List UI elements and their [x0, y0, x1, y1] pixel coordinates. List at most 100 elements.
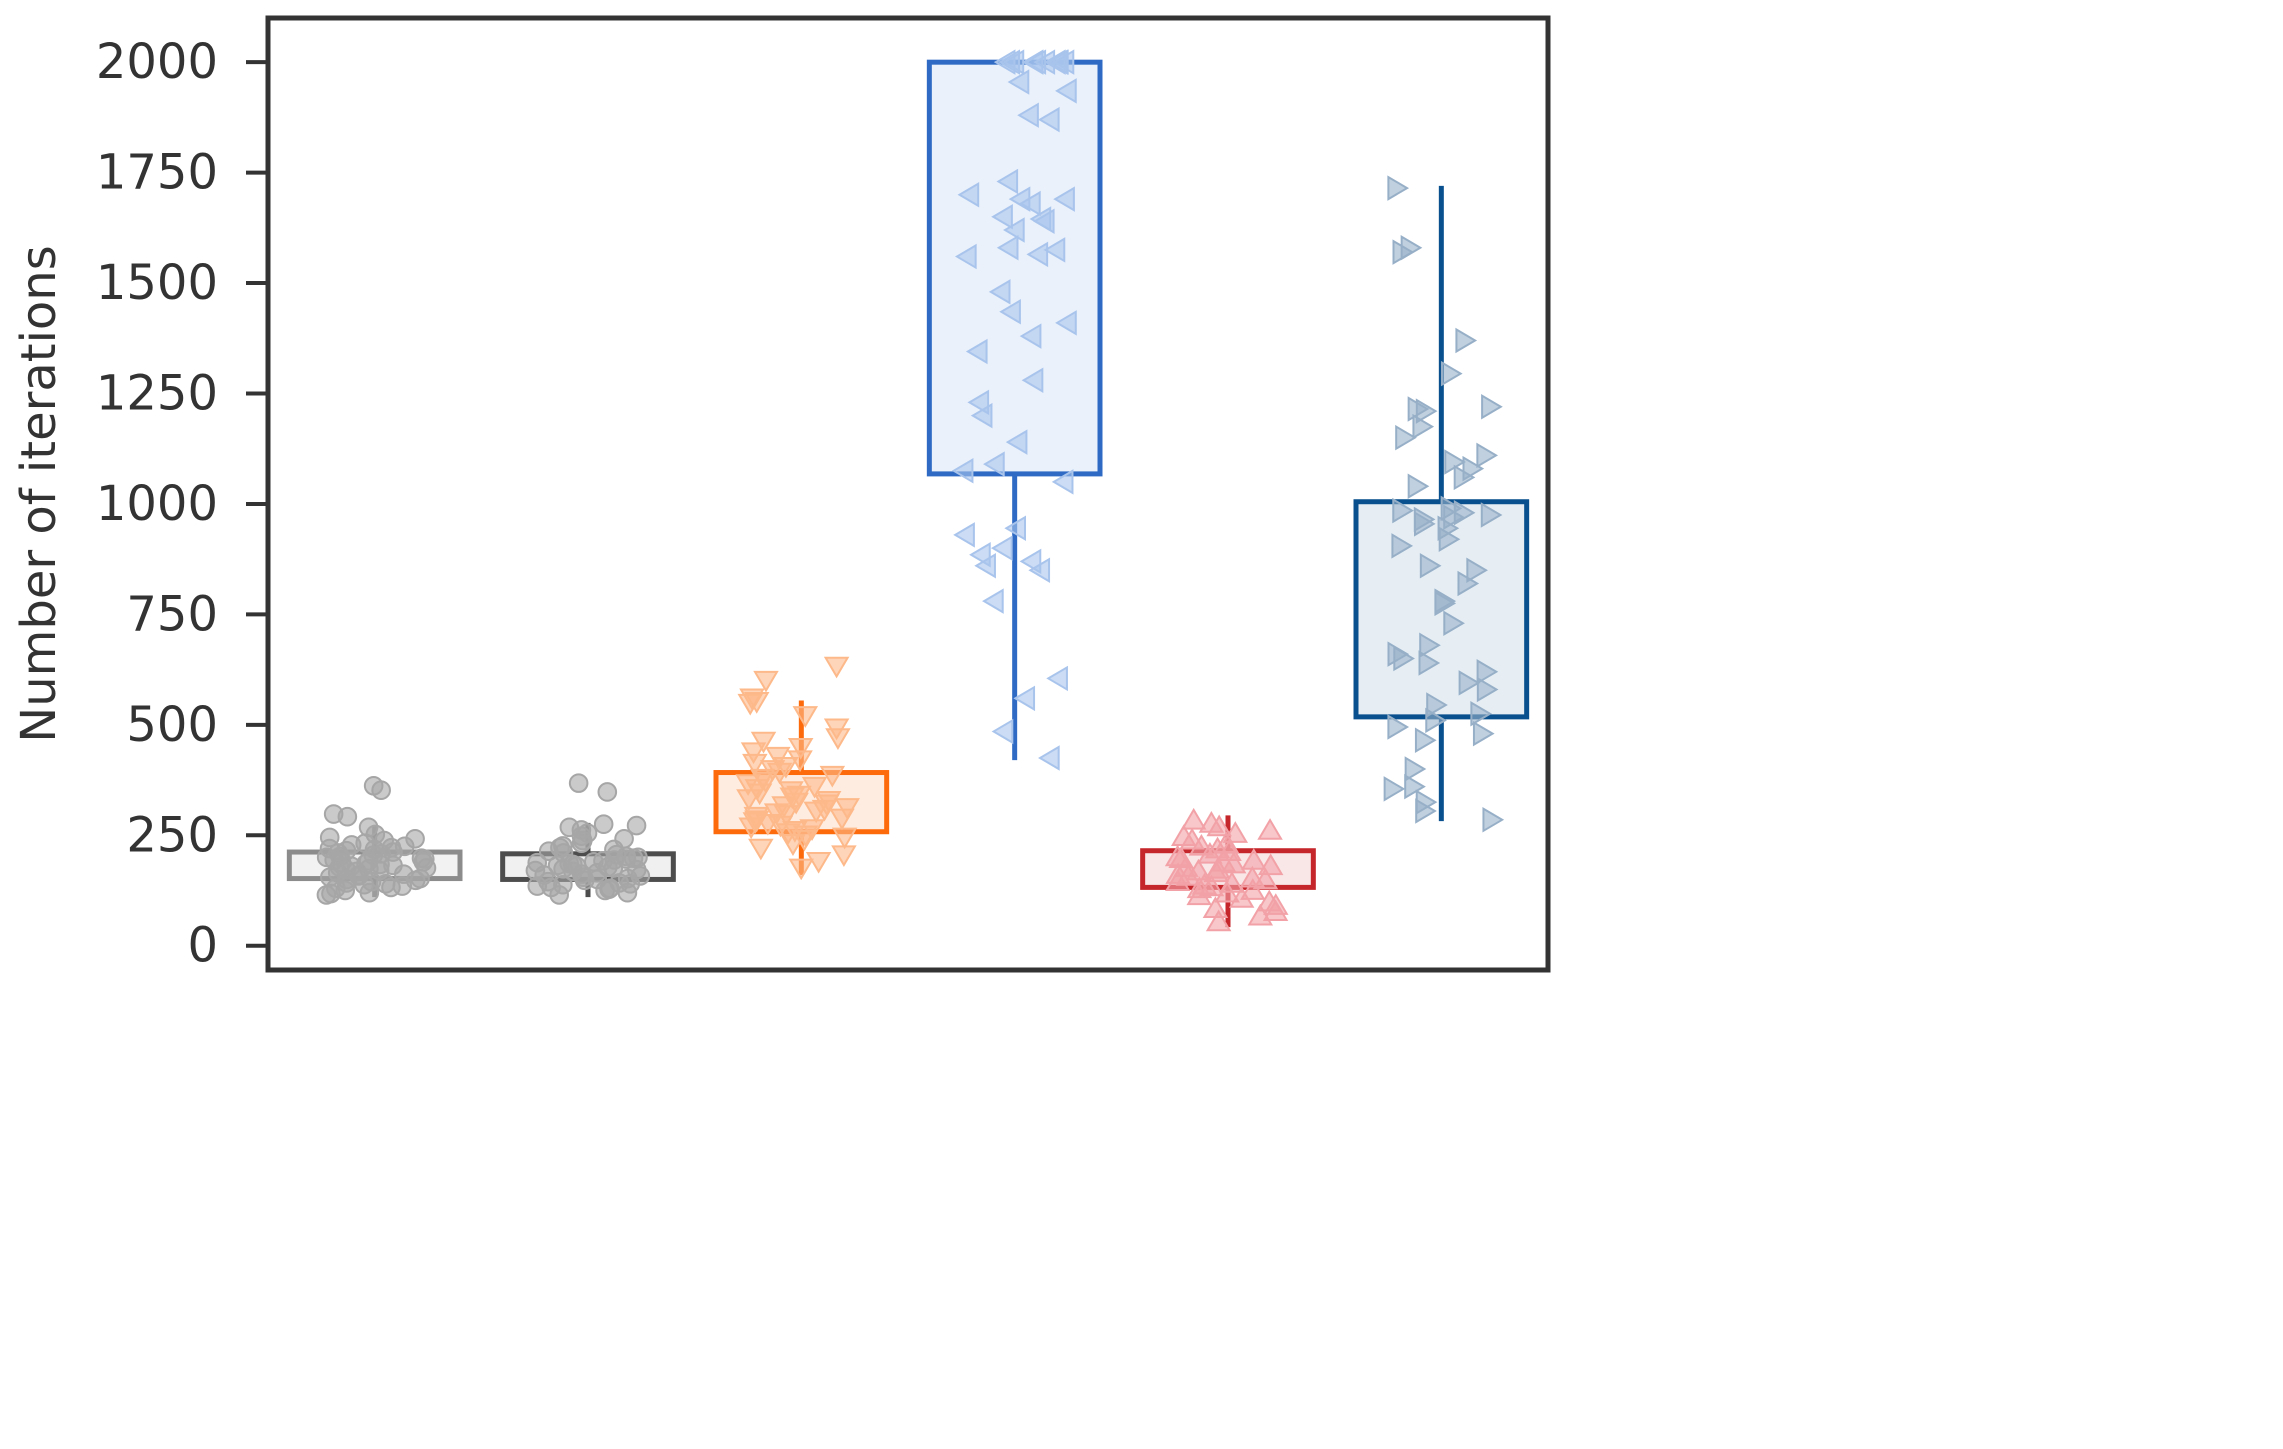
- data-point: [1419, 553, 1442, 579]
- data-point: [1028, 557, 1051, 583]
- data-point: [359, 882, 380, 903]
- data-point: [1021, 367, 1044, 393]
- data-point: [805, 851, 832, 874]
- data-point: [1395, 424, 1417, 451]
- data-point: [381, 877, 401, 898]
- iqr-box: [926, 59, 1103, 477]
- data-point: [1434, 590, 1457, 617]
- data-point: [829, 808, 855, 831]
- data-point: [1252, 867, 1279, 890]
- data-point: [1003, 217, 1025, 243]
- data-point: [1038, 745, 1060, 771]
- data-point: [1214, 880, 1240, 903]
- data-point: [999, 299, 1021, 325]
- data-point: [549, 885, 569, 905]
- data-point: [337, 806, 358, 827]
- data-point: [617, 882, 638, 903]
- y-tick-label: 0: [187, 918, 218, 974]
- data-point: [1019, 190, 1041, 217]
- data-point: [1037, 106, 1060, 133]
- data-point: [1476, 442, 1499, 469]
- data-point: [1026, 241, 1049, 268]
- data-point: [1206, 814, 1232, 837]
- box-series-4: [926, 49, 1103, 771]
- data-point: [1419, 632, 1441, 659]
- y-tick-label: 2000: [96, 34, 218, 90]
- data-point: [1047, 49, 1069, 75]
- data-point: [1438, 526, 1461, 553]
- data-point: [740, 742, 767, 765]
- data-point: [834, 798, 860, 820]
- y-tick-label: 1750: [96, 145, 218, 201]
- data-point: [988, 279, 1011, 305]
- data-point: [967, 389, 990, 416]
- data-point: [1197, 841, 1223, 864]
- data-point: [1413, 511, 1436, 537]
- data-point: [597, 782, 618, 802]
- data-point: [753, 670, 779, 693]
- data-point: [1387, 714, 1410, 740]
- data-point: [1032, 208, 1055, 234]
- y-tick-label: 750: [126, 586, 218, 642]
- data-point: [571, 833, 592, 854]
- data-point: [568, 773, 589, 793]
- data-point: [974, 553, 996, 579]
- y-tick-label: 1250: [96, 365, 218, 421]
- data-point: [593, 814, 614, 835]
- data-point: [954, 243, 977, 270]
- data-point: [1481, 394, 1503, 420]
- data-point: [1180, 807, 1207, 830]
- data-point: [825, 728, 851, 750]
- data-point: [1476, 676, 1499, 703]
- data-point: [1472, 720, 1495, 747]
- data-point: [1005, 429, 1028, 455]
- y-axis-ticks: 0 250 500 750 1000 1250 1500 1750 2000: [96, 34, 268, 974]
- data-point: [1426, 692, 1448, 718]
- data-point: [1415, 398, 1438, 424]
- data-point: [1055, 78, 1077, 104]
- y-axis-label: Number of iterations: [11, 245, 67, 742]
- data-point: [1458, 670, 1481, 696]
- data-point: [788, 858, 814, 881]
- data-point: [1051, 469, 1074, 495]
- data-point: [823, 656, 850, 679]
- data-point: [1425, 707, 1447, 734]
- data-point: [1004, 515, 1027, 541]
- data-point: [1455, 327, 1478, 354]
- data-point: [1262, 899, 1289, 922]
- data-point: [1007, 69, 1030, 95]
- data-point: [1247, 903, 1274, 926]
- data-point: [775, 823, 801, 845]
- y-tick-label: 250: [126, 807, 218, 863]
- data-point: [1019, 323, 1042, 349]
- box-series-1: [286, 775, 463, 905]
- data-point: [991, 718, 1014, 745]
- plot-area-frame: [265, 15, 1551, 973]
- data-point: [1205, 909, 1232, 932]
- data-point: [953, 522, 975, 548]
- data-point: [1412, 413, 1435, 440]
- data-point: [990, 535, 1013, 561]
- data-point: [787, 737, 814, 760]
- data-point: [1043, 237, 1066, 263]
- data-point: [970, 402, 993, 429]
- data-point: [742, 753, 768, 776]
- data-point: [982, 588, 1004, 614]
- data-point: [750, 731, 777, 754]
- box-series-5: [1140, 807, 1316, 932]
- data-point: [991, 204, 1013, 230]
- data-point: [1220, 851, 1247, 874]
- data-point: [957, 181, 980, 208]
- data-point: [1165, 869, 1191, 892]
- data-point: [1482, 807, 1505, 833]
- data-point: [1046, 665, 1068, 692]
- data-point: [1387, 175, 1410, 201]
- data-point: [1476, 659, 1499, 685]
- data-point: [1391, 533, 1414, 559]
- data-point: [792, 706, 819, 728]
- data-point: [1414, 727, 1437, 754]
- data-point: [1480, 502, 1503, 528]
- data-point: [574, 870, 595, 891]
- data-point: [951, 458, 974, 484]
- data-point: [780, 834, 806, 856]
